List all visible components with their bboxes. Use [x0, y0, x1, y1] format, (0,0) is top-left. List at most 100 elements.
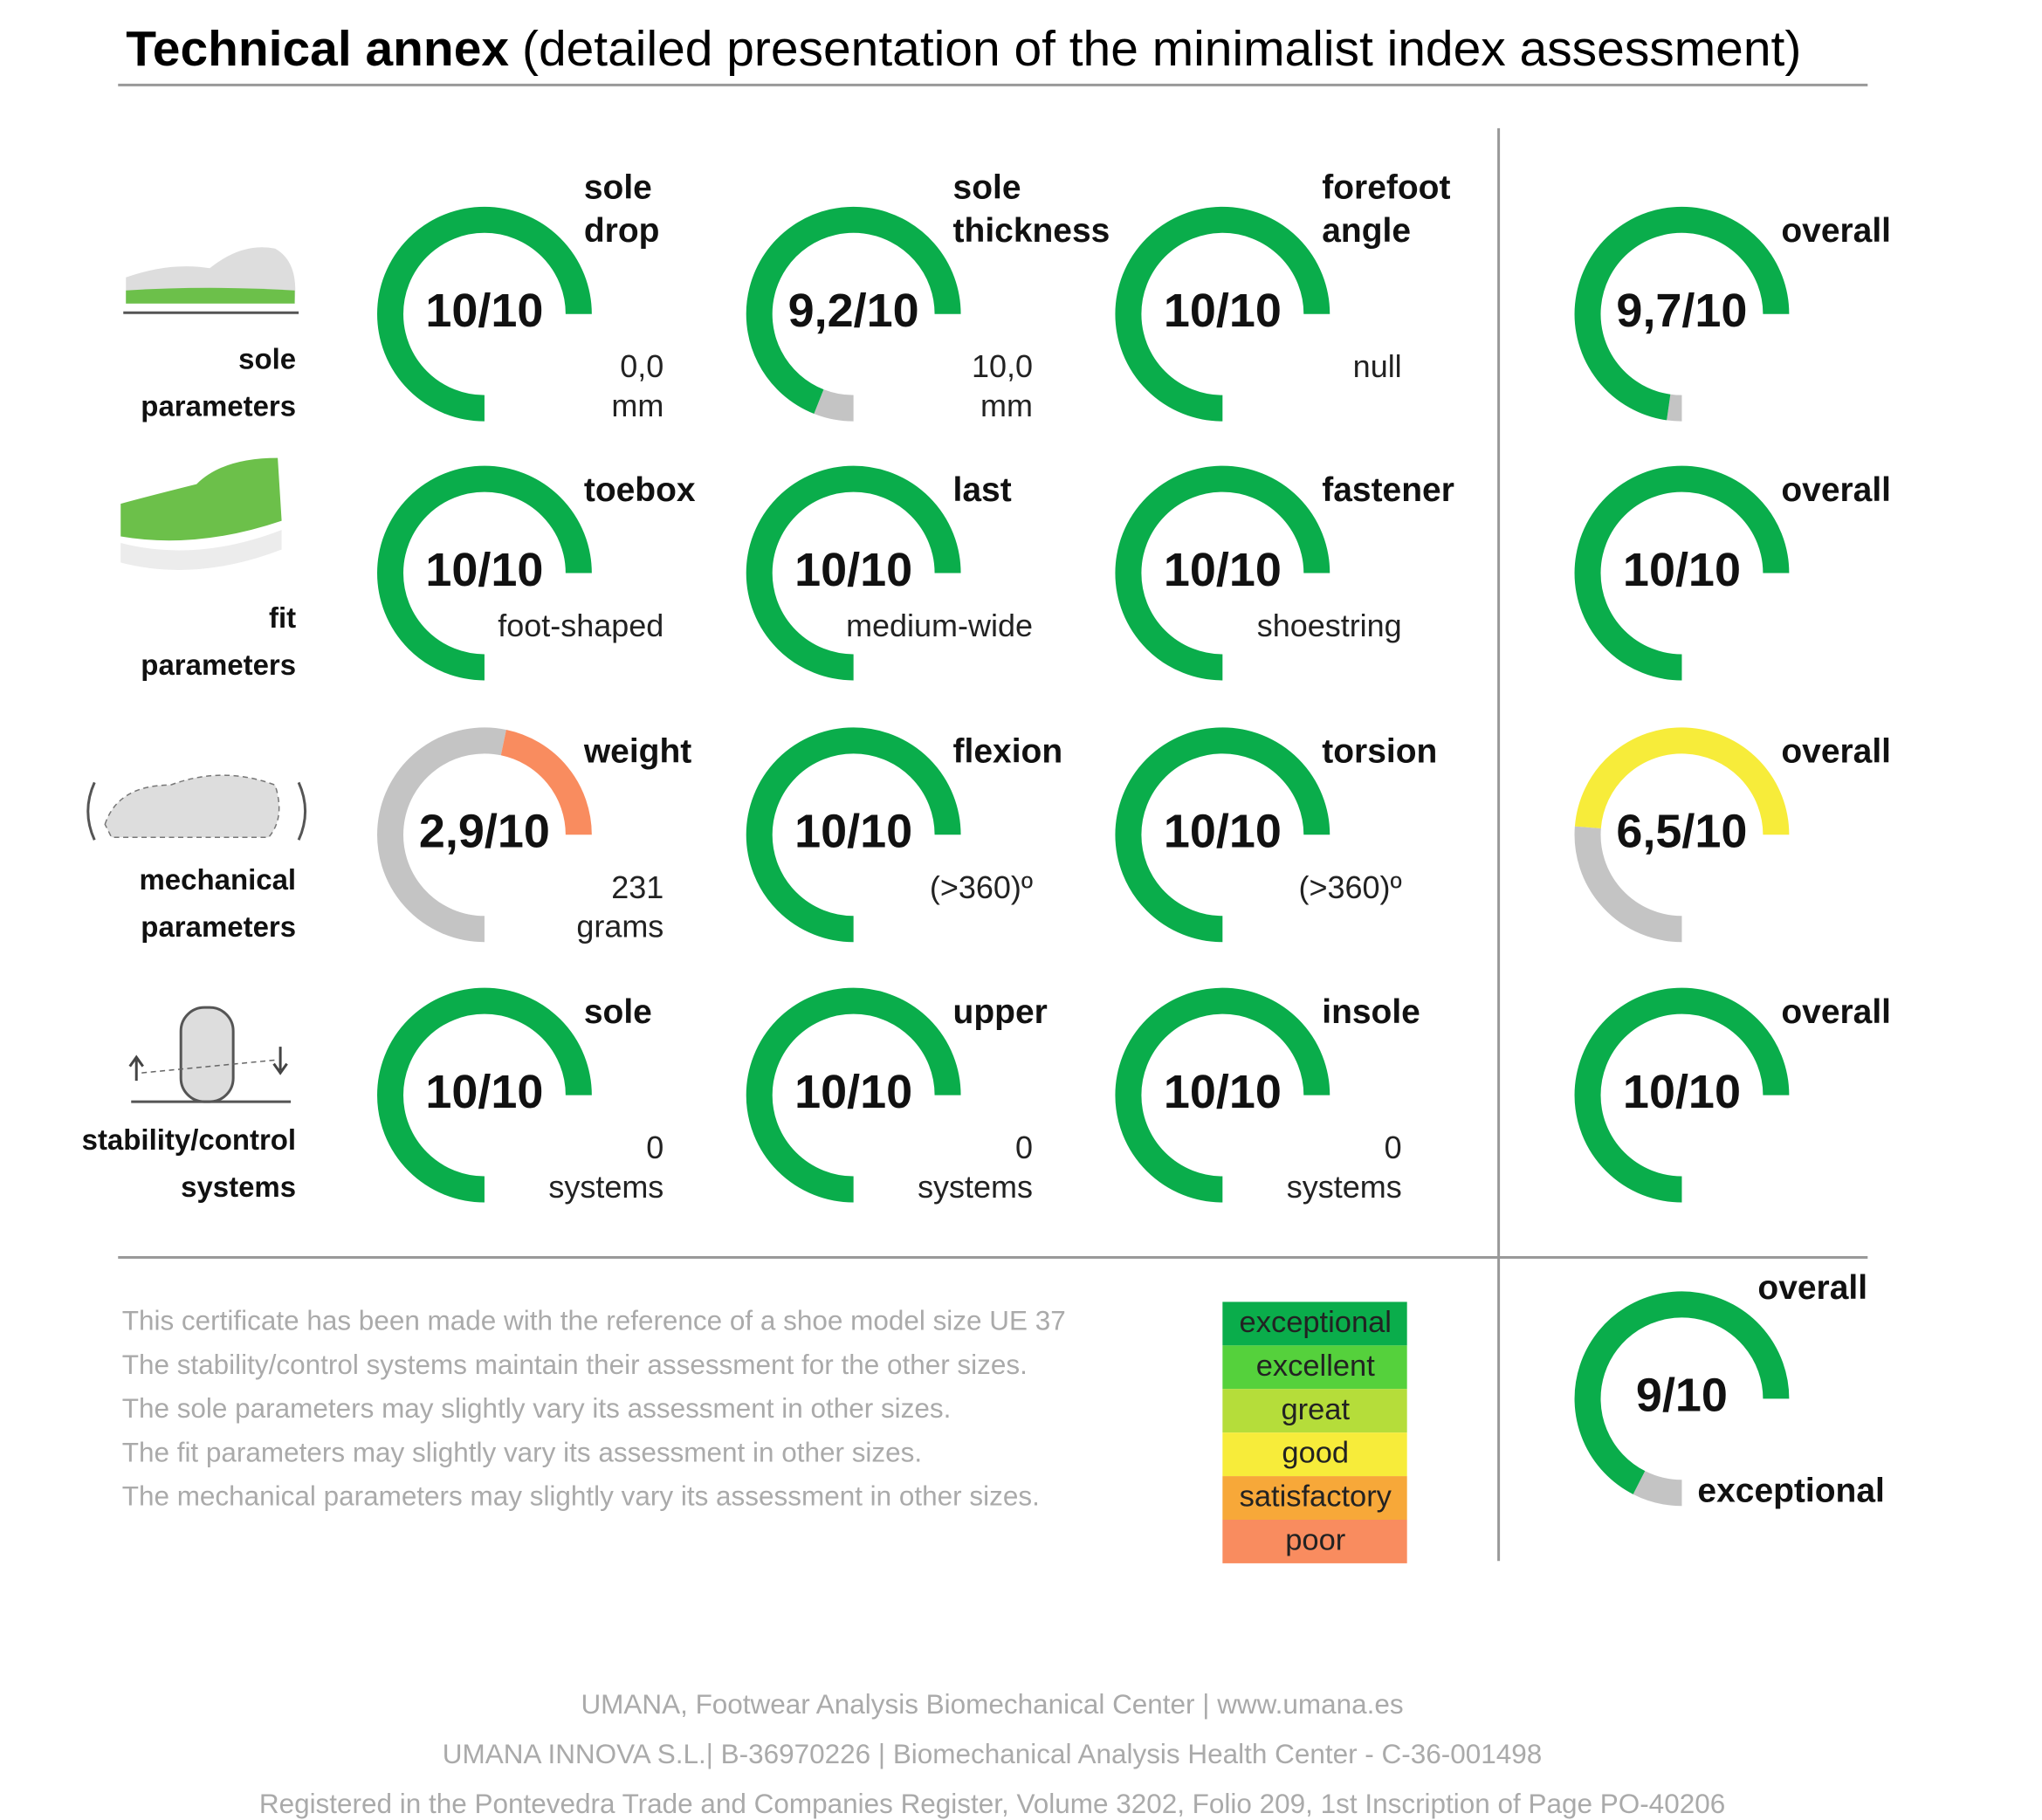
gauge-score: 10/10	[1623, 544, 1741, 596]
gauge-arc	[746, 465, 961, 681]
gauge-rest	[377, 727, 506, 943]
gauge-score: 2,9/10	[419, 806, 550, 858]
gauge-score: 9,2/10	[788, 285, 919, 337]
gauge-detail: shoestring	[1257, 608, 1402, 643]
row-label: sole	[238, 342, 296, 374]
note: This certificate has been made with the …	[122, 1306, 1066, 1336]
gauge-detail: 0,0	[620, 348, 663, 384]
gauge-rest	[1633, 1470, 1682, 1507]
gauge-score: 10/10	[1164, 285, 1282, 337]
row-label: fit	[269, 601, 296, 634]
gauge-detail: systems	[918, 1169, 1033, 1205]
mechanical-icon	[86, 774, 306, 841]
gauge-score: 10/10	[794, 544, 912, 596]
row-label: parameters	[141, 389, 296, 422]
legend-swatch	[1222, 1519, 1407, 1563]
gauge-arc	[1115, 727, 1330, 943]
row-label: parameters	[141, 910, 296, 943]
gauge-arc	[746, 727, 961, 943]
gauge-title: toebox	[584, 471, 696, 509]
legend-label: exceptional	[1240, 1306, 1392, 1339]
footer-line: UMANA, Footwear Analysis Biomechanical C…	[581, 1689, 1403, 1720]
legend-label: excellent	[1256, 1350, 1375, 1383]
legend-swatch	[1222, 1345, 1407, 1390]
gauge-arc	[1115, 206, 1330, 422]
gauge-detail: foot-shaped	[498, 608, 663, 643]
gauge-arc	[1115, 465, 1330, 681]
gauge-score: 10/10	[425, 1066, 543, 1118]
gauge-title: insole	[1322, 993, 1420, 1031]
gauge-arc	[1574, 465, 1790, 681]
gauge-detail: systems	[548, 1169, 663, 1205]
gauge-arc	[377, 465, 592, 681]
footer-line: UMANA INNOVA S.L.| B-36970226 | Biomecha…	[443, 1739, 1542, 1769]
gauge-title: last	[953, 471, 1012, 509]
gauge-title: sole	[953, 169, 1021, 207]
gauge-title: thickness	[953, 212, 1110, 250]
gauge-detail: 0	[1385, 1130, 1402, 1165]
gauge-detail: (>360)º	[1299, 869, 1402, 905]
gauge-detail: mm	[980, 388, 1033, 423]
gauge-detail: 0	[1015, 1130, 1033, 1165]
gauge-rest	[814, 388, 855, 422]
legend-label: great	[1281, 1393, 1350, 1426]
gauge-arc	[746, 987, 961, 1203]
final-title: overall	[1757, 1269, 1867, 1307]
row-label: mechanical	[140, 863, 297, 896]
gauge-score: 10/10	[425, 285, 543, 337]
legend-swatch	[1222, 1301, 1407, 1346]
gauge-arc	[1574, 206, 1790, 421]
gauge-arc	[500, 729, 592, 835]
gauge-title: sole	[584, 993, 652, 1031]
gauge-detail: 0	[646, 1130, 663, 1165]
gauge-title: overall	[1781, 733, 1891, 771]
sole-icon	[123, 247, 299, 314]
stability-icon	[128, 1006, 292, 1103]
note: The mechanical parameters may slightly v…	[122, 1481, 1040, 1512]
gauge-title: drop	[584, 212, 660, 250]
title-bold: Technical annex	[126, 21, 509, 77]
row-label: stability/control	[82, 1123, 296, 1156]
gauge-arc	[1574, 1291, 1790, 1494]
final-rating: exceptional	[1697, 1473, 1884, 1510]
gauge-title: flexion	[953, 733, 1063, 771]
gauge-title: overall	[1781, 471, 1891, 509]
page-title: Technical annex (detailed presentation of…	[126, 21, 1801, 77]
gauge-arc	[746, 206, 961, 415]
title-rest: (detailed presentation of the minimalist…	[522, 21, 1801, 77]
note: The fit parameters may slightly vary its…	[122, 1437, 922, 1467]
gauge-detail: 10,0	[972, 348, 1033, 384]
gauge-arc	[1574, 987, 1790, 1203]
gauge-detail: null	[1353, 348, 1402, 384]
gauge-detail: (>360)º	[930, 869, 1033, 905]
gauge-title: torsion	[1322, 733, 1437, 771]
gauge-arc	[1574, 727, 1790, 835]
gauge-title: overall	[1781, 993, 1891, 1031]
note: The stability/control systems maintain t…	[122, 1350, 1028, 1380]
gauge-detail: 231	[611, 869, 663, 905]
gauge-title: upper	[953, 993, 1048, 1031]
gauge-score: 9,7/10	[1616, 285, 1747, 337]
gauge-detail: systems	[1287, 1169, 1402, 1205]
gauge-detail: grams	[576, 909, 663, 944]
gauge-score: 6,5/10	[1616, 806, 1747, 858]
gauge-detail: mm	[611, 388, 663, 423]
gauge-rest	[1667, 394, 1682, 422]
legend-swatch	[1222, 1432, 1407, 1477]
gauge-score: 9/10	[1636, 1370, 1728, 1422]
legend-swatch	[1222, 1389, 1407, 1433]
gauge-title: angle	[1322, 212, 1411, 250]
note: The sole parameters may slightly vary it…	[122, 1393, 952, 1424]
row-label: parameters	[141, 649, 296, 681]
legend-label: poor	[1285, 1524, 1345, 1557]
fit-icon	[120, 457, 282, 570]
legend-swatch	[1222, 1476, 1407, 1520]
gauge-title: sole	[584, 169, 652, 207]
gauge-arc	[377, 206, 592, 422]
gauge-score: 10/10	[794, 1066, 912, 1118]
gauge-rest	[1574, 826, 1682, 943]
legend-label: good	[1282, 1437, 1349, 1470]
gauge-score: 10/10	[1164, 806, 1282, 858]
